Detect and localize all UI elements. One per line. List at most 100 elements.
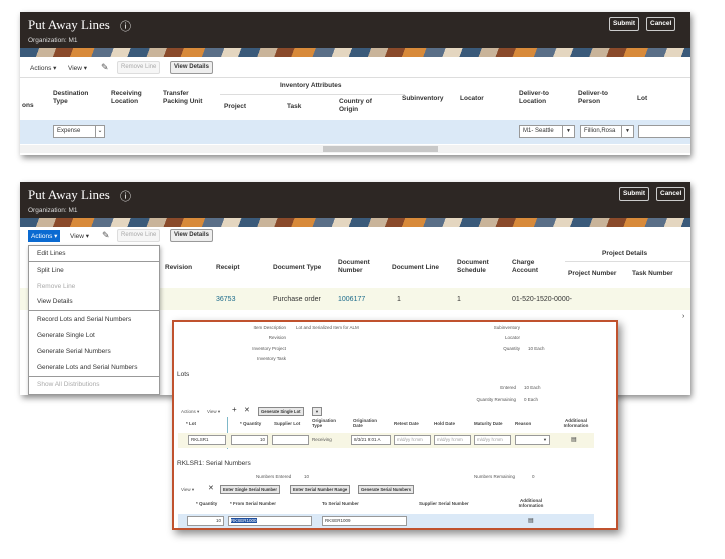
delete-icon[interactable]: ✕ bbox=[208, 485, 214, 492]
chevron-down-icon[interactable]: ⌄ bbox=[95, 126, 104, 137]
col-locator: Locator bbox=[460, 95, 484, 102]
col-quantity: * Quantity bbox=[240, 421, 262, 426]
view-menu[interactable]: View ▾ bbox=[70, 233, 90, 240]
col-serial-additional-information: Additional Information bbox=[518, 498, 544, 508]
col-project: Project bbox=[224, 103, 247, 110]
deliver-to-person-value: Fillion,Rosa bbox=[584, 128, 616, 134]
menu-item-remove-line[interactable]: Remove Line bbox=[37, 283, 76, 290]
col-receiving-location: Receiving Location bbox=[111, 90, 142, 105]
edit-pencil-icon[interactable]: ✎ bbox=[101, 62, 109, 72]
deliver-to-person-select[interactable]: Fillion,Rosa ▼ bbox=[580, 125, 634, 138]
col-to-serial: To Serial Number bbox=[322, 501, 359, 506]
receipt-link[interactable]: 36753 bbox=[216, 296, 236, 303]
col-group-inventory-attributes: Inventory Attributes bbox=[280, 82, 342, 89]
menu-item-record-lots-serial[interactable]: Record Lots and Serial Numbers bbox=[37, 316, 132, 323]
cancel-button[interactable]: Cancel bbox=[656, 187, 686, 201]
col-subinventory: Subinventory bbox=[402, 95, 444, 102]
edit-pencil-icon[interactable]: ✎ bbox=[102, 230, 110, 240]
col-document-schedule: Document Schedule bbox=[457, 259, 489, 274]
destination-type-select[interactable]: Expense ⌄ bbox=[53, 125, 105, 138]
col-lot: * Lot bbox=[186, 421, 196, 426]
view-details-button[interactable]: View Details bbox=[170, 61, 213, 74]
serial-numbers-heading: RKLSR1: Serial Numbers bbox=[177, 460, 251, 467]
col-revision: Revision bbox=[165, 264, 193, 271]
delete-icon[interactable]: ✕ bbox=[244, 407, 250, 414]
additional-info-icon[interactable]: ▤ bbox=[528, 518, 534, 524]
view-menu[interactable]: View ▾ bbox=[68, 65, 88, 72]
dropdown-arrow-icon[interactable]: ▼ bbox=[312, 407, 322, 416]
supplier-lot-input[interactable] bbox=[272, 435, 309, 445]
deliver-to-location-select[interactable]: M1- Seattle ▼ bbox=[519, 125, 575, 138]
put-away-lines-panel-2: Put Away Lines ⓘ Organization: M1 Submit… bbox=[20, 182, 690, 395]
enter-serial-range-button[interactable]: Enter Serial Number Range bbox=[290, 485, 351, 494]
remove-line-button[interactable]: Remove Line bbox=[117, 229, 161, 242]
actions-dropdown-menu: Edit Lines Split Line Remove Line View D… bbox=[28, 245, 160, 395]
col-document-type: Document Type bbox=[273, 264, 322, 271]
col-document-number: Document Number bbox=[338, 259, 370, 274]
menu-item-split-line[interactable]: Split Line bbox=[37, 267, 64, 274]
lots-actions-menu[interactable]: Actions ▾ bbox=[181, 409, 200, 414]
remove-line-button[interactable]: Remove Line bbox=[117, 61, 161, 74]
col-destination-type: Destination Type bbox=[53, 90, 89, 105]
scroll-right-icon[interactable]: › bbox=[682, 313, 685, 320]
organization-label: Organization: M1 bbox=[28, 207, 78, 214]
entered-value: 10 Each bbox=[524, 385, 541, 390]
lot-quantity-input[interactable]: 10 bbox=[231, 435, 268, 445]
generate-single-lot-button[interactable]: Generate Single Lot bbox=[258, 407, 304, 416]
submit-button[interactable]: Submit bbox=[609, 17, 640, 31]
page-header: Put Away Lines ⓘ Organization: M1 Submit… bbox=[20, 12, 690, 48]
document-line-value: 1 bbox=[397, 296, 401, 303]
origination-date-input[interactable]: 8/3/21 9:01 A bbox=[351, 435, 391, 445]
lot-row[interactable]: RKLSR1 10 Receiving 8/3/21 9:01 A m/d/yy… bbox=[178, 433, 594, 448]
menu-item-generate-lots-serial[interactable]: Generate Lots and Serial Numbers bbox=[37, 364, 138, 371]
to-serial-input[interactable]: RKSER1009 bbox=[322, 516, 407, 526]
lot-serial-detail-panel: Item Description Lot and Serialized Item… bbox=[172, 320, 618, 530]
dropdown-arrow-icon[interactable]: ▼ bbox=[621, 126, 633, 137]
locator-label: Locator bbox=[504, 335, 520, 340]
revision-label: Revision bbox=[268, 335, 286, 340]
lot-input[interactable]: RKLSR1 bbox=[188, 435, 226, 445]
add-icon[interactable]: + bbox=[232, 405, 237, 414]
retest-date-input[interactable]: m/d/yy h:mm bbox=[394, 435, 431, 445]
quantity-remaining-value: 0 Each bbox=[524, 397, 539, 402]
col-document-line: Document Line bbox=[392, 264, 439, 271]
document-type-value: Purchase order bbox=[273, 296, 321, 303]
serial-view-menu[interactable]: View ▾ bbox=[181, 487, 195, 492]
lot-input[interactable] bbox=[638, 125, 690, 138]
col-reason: Reason bbox=[515, 421, 532, 426]
table-row[interactable]: 36753 Purchase order 1006177 1 1 01-520-… bbox=[20, 288, 690, 310]
col-maturity-date: Maturity Date bbox=[474, 421, 503, 426]
maturity-date-input[interactable]: m/d/yy h:mm bbox=[474, 435, 511, 445]
horizontal-scrollbar[interactable] bbox=[20, 145, 690, 153]
help-icon[interactable]: ⓘ bbox=[120, 21, 131, 33]
view-details-button[interactable]: View Details bbox=[170, 229, 213, 242]
page-title: Put Away Lines bbox=[28, 187, 110, 202]
reason-select[interactable]: ▼ bbox=[515, 435, 550, 445]
menu-item-view-details[interactable]: View Details bbox=[37, 298, 73, 305]
from-serial-input[interactable]: RKSER1000 bbox=[228, 516, 312, 526]
submit-button[interactable]: Submit bbox=[619, 187, 650, 201]
serial-quantity-input[interactable]: 10 bbox=[187, 516, 224, 526]
col-project-number: Project Number bbox=[568, 270, 617, 277]
additional-info-icon[interactable]: ▤ bbox=[571, 437, 577, 443]
scrollbar-thumb[interactable] bbox=[323, 146, 438, 152]
cancel-button[interactable]: Cancel bbox=[646, 17, 676, 31]
serial-row[interactable]: 10 RKSER1000 RKSER1009 ▤ bbox=[178, 514, 594, 528]
help-icon[interactable]: ⓘ bbox=[120, 191, 131, 203]
quantity-remaining-label: Quantity Remaining bbox=[476, 397, 516, 402]
hold-date-input[interactable]: m/d/yy h:mm bbox=[434, 435, 471, 445]
menu-item-show-all-distributions[interactable]: Show All Distributions bbox=[37, 381, 100, 388]
table-row-selected[interactable]: Expense ⌄ M1- Seattle ▼ Fillion,Rosa ▼ bbox=[20, 120, 690, 144]
document-number-link[interactable]: 1006177 bbox=[338, 296, 366, 303]
quantity-label: Quantity bbox=[503, 346, 520, 351]
menu-item-edit-lines[interactable]: Edit Lines bbox=[37, 250, 66, 257]
menu-item-generate-serial-numbers[interactable]: Generate Serial Numbers bbox=[37, 348, 111, 355]
actions-menu[interactable]: Actions ▾ bbox=[30, 65, 57, 72]
enter-single-serial-button[interactable]: Enter Single Serial Number bbox=[220, 485, 280, 494]
document-schedule-value: 1 bbox=[457, 296, 461, 303]
generate-serial-numbers-button[interactable]: Generate Serial Numbers bbox=[358, 485, 415, 494]
actions-menu-open[interactable]: Actions ▾ bbox=[28, 230, 61, 242]
dropdown-arrow-icon[interactable]: ▼ bbox=[562, 126, 574, 137]
menu-item-generate-single-lot[interactable]: Generate Single Lot bbox=[37, 332, 95, 339]
lots-view-menu[interactable]: View ▾ bbox=[207, 409, 221, 414]
